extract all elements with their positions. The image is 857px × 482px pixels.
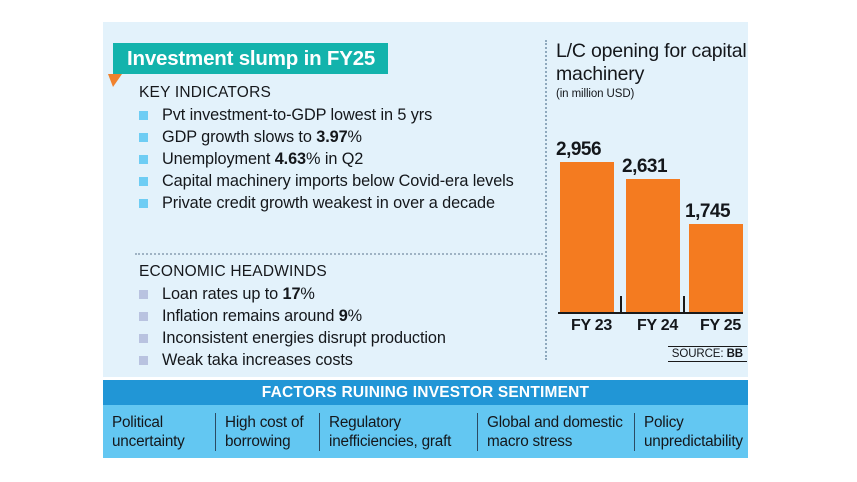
chart-plot-area: 2,956 FY 23 2,631 FY 24 1,745 FY 25 <box>556 117 748 335</box>
list-item: Private credit growth weakest in over a … <box>133 193 545 214</box>
key-indicator-text: Pvt investment-to-GDP lowest in 5 yrs <box>162 106 433 124</box>
chart-x-axis-label: FY 25 <box>700 317 741 334</box>
key-indicator-text: GDP growth slows to 3.97% <box>162 128 362 146</box>
list-item: Inconsistent energies disrupt production <box>133 328 545 349</box>
key-indicator-text: Private credit growth weakest in over a … <box>162 194 495 212</box>
chart-bar-group: 1,745 <box>685 201 752 312</box>
chart-axis-tick <box>683 296 685 312</box>
economic-headwinds-heading: ECONOMIC HEADWINDS <box>139 263 327 280</box>
chart-title: L/C opening for capital machinery <box>556 40 747 85</box>
list-item: Inflation remains around 9% <box>133 306 545 327</box>
chart-bar-value-label: 2,956 <box>556 139 602 160</box>
chart-bar-group: 2,956 <box>556 139 623 312</box>
economic-headwinds-section: ECONOMIC HEADWINDS Loan rates up to 17% I… <box>133 263 545 372</box>
bullet-square-icon <box>139 199 148 208</box>
headwind-text: Inconsistent energies disrupt production <box>162 329 446 347</box>
source-prefix: SOURCE: <box>671 348 727 360</box>
source-value: BB <box>726 348 744 360</box>
chart-axis-tick <box>620 296 622 312</box>
bullet-square-icon <box>139 133 148 142</box>
headwind-text: Inflation remains around 9% <box>162 307 363 325</box>
page-title: Investment slump in FY25 <box>127 46 376 70</box>
footer-column: Global and domestic macro stress <box>477 412 634 451</box>
list-item: Capital machinery imports below Covid-er… <box>133 171 545 192</box>
vertical-divider <box>545 40 547 360</box>
key-indicators-heading: KEY INDICATORS <box>139 84 271 101</box>
lc-opening-chart: L/C opening for capital machinery (in mi… <box>556 40 748 377</box>
footer-column: Political uncertainty <box>112 413 185 450</box>
bullet-square-icon <box>139 111 148 120</box>
chart-axis-line <box>558 312 743 314</box>
bullet-square-icon <box>139 334 148 343</box>
bullet-square-icon <box>139 312 148 321</box>
upper-panel: Investment slump in FY25 KEY INDICATORS … <box>103 22 748 377</box>
footer-column: Policy unpredictability <box>634 412 748 451</box>
footer-banner-label: FACTORS RUINING INVESTOR SENTIMENT <box>261 383 590 401</box>
key-indicators-list: Pvt investment-to-GDP lowest in 5 yrs GDP… <box>133 105 545 214</box>
list-item: Loan rates up to 17% <box>133 284 545 305</box>
section-divider <box>135 253 543 255</box>
key-indicator-text: Capital machinery imports below Covid-er… <box>162 172 514 190</box>
headwind-text: Loan rates up to 17% <box>162 285 315 303</box>
footer-column: Regulatory inefficiencies, graft <box>319 412 477 451</box>
list-item: Weak taka increases costs <box>133 350 545 371</box>
infographic: Investment slump in FY25 KEY INDICATORS … <box>103 22 748 458</box>
chart-bar: 2,956 <box>556 139 614 312</box>
footer-banner: FACTORS RUINING INVESTOR SENTIMENT <box>103 380 748 405</box>
footer-columns: Political uncertainty High cost of borrow… <box>103 405 748 458</box>
key-indicators-section: KEY INDICATORS Pvt investment-to-GDP low… <box>133 84 545 215</box>
chart-bar: 1,745 <box>685 201 743 312</box>
chart-x-axis-label: FY 23 <box>571 317 612 334</box>
bullet-square-icon <box>139 177 148 186</box>
list-item: Pvt investment-to-GDP lowest in 5 yrs <box>133 105 545 126</box>
chart-x-axis-label: FY 24 <box>637 317 678 334</box>
chart-bar-group: 2,631 <box>622 156 689 312</box>
bullet-square-icon <box>139 290 148 299</box>
footer-column: High cost of borrowing <box>215 412 319 451</box>
key-indicator-text: Unemployment 4.63% in Q2 <box>162 150 364 168</box>
chart-subtitle: (in million USD) <box>556 88 635 100</box>
chart-bar-value-label: 2,631 <box>622 156 668 177</box>
list-item: GDP growth slows to 3.97% <box>133 127 545 148</box>
chart-source: SOURCE: BB <box>667 346 747 362</box>
headwind-text: Weak taka increases costs <box>162 351 353 369</box>
chart-bar: 2,631 <box>622 156 680 312</box>
bullet-square-icon <box>139 356 148 365</box>
chart-bar-value-label: 1,745 <box>685 201 731 222</box>
banner-tail-triangle <box>108 74 122 87</box>
list-item: Unemployment 4.63% in Q2 <box>133 149 545 170</box>
economic-headwinds-list: Loan rates up to 17% Inflation remains ar… <box>133 284 545 371</box>
bullet-square-icon <box>139 155 148 164</box>
title-banner: Investment slump in FY25 <box>113 43 389 74</box>
